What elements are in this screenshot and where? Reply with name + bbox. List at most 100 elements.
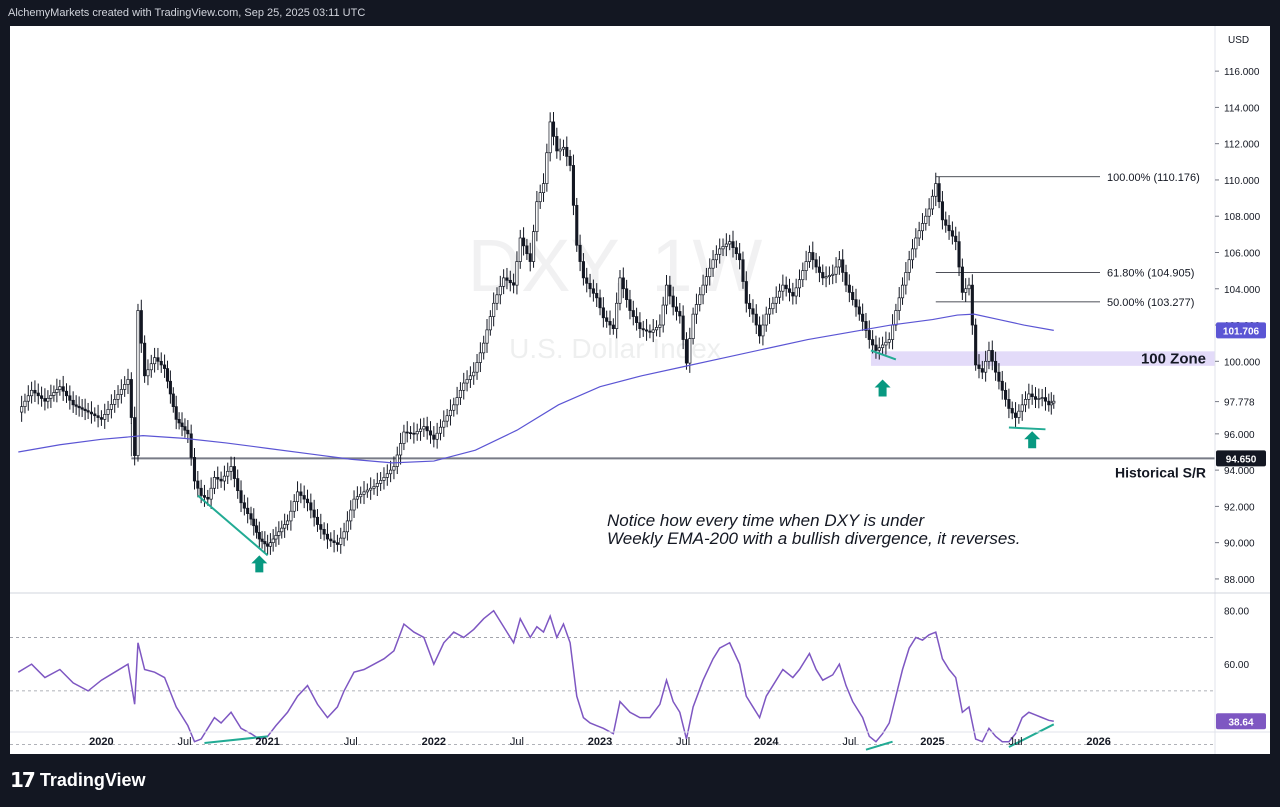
candle-body [1040, 397, 1044, 399]
price-chart[interactable]: DXY, 1W U.S. Dollar Index 100 Zone 100.0… [10, 26, 1270, 754]
candle-body [20, 406, 24, 413]
candle-body [774, 296, 778, 304]
candle-body [927, 208, 931, 217]
historical-sr-label: Historical S/R [1115, 464, 1206, 480]
candle-body [136, 310, 140, 456]
candle-body [93, 413, 97, 417]
price-tick-label: 112.000 [1224, 140, 1260, 151]
candle-body [738, 253, 742, 261]
time-tick-label: 2025 [920, 736, 944, 748]
candle-body [260, 538, 264, 542]
candle-body [202, 495, 207, 498]
candle-body [970, 284, 974, 326]
candle-body [482, 342, 486, 354]
candle-body [458, 389, 462, 398]
candle-body [312, 509, 316, 518]
tradingview-wordmark: TradingView [39, 769, 146, 790]
candle-body [994, 360, 998, 373]
chart-panel[interactable]: DXY, 1W U.S. Dollar Index 100 Zone 100.0… [10, 26, 1270, 754]
candle-body [119, 389, 123, 395]
price-tick-label: 100.000 [1224, 357, 1261, 368]
candle-body [80, 407, 84, 410]
candle-body [246, 507, 250, 514]
price-tick-label: 88.000 [1224, 575, 1255, 586]
candle-body [58, 386, 62, 390]
candle-body [177, 418, 181, 424]
candle-body [654, 327, 659, 331]
time-tick-label: Jul [177, 736, 191, 748]
annotation-line-1: Notice how every time when DXY is under [607, 511, 926, 530]
candle-body [821, 272, 825, 279]
candle-body [86, 410, 90, 413]
candle-body [731, 241, 735, 249]
candle-body [605, 317, 609, 322]
candle-body [824, 276, 828, 279]
price-label-badge [1216, 450, 1266, 467]
candle-body [964, 288, 968, 293]
candle-body [26, 395, 30, 402]
candle-body [947, 224, 951, 232]
candle-body [1007, 399, 1011, 409]
candle-body [748, 302, 752, 310]
candle-body [957, 241, 961, 268]
candle-body [263, 541, 267, 545]
time-tick-label: 2022 [422, 736, 446, 748]
candle-body [601, 307, 605, 319]
candle-body [708, 267, 712, 278]
candle-body [153, 357, 157, 365]
time-tick-label: 2021 [255, 736, 279, 748]
rsi-current-label: 38.64 [1228, 717, 1253, 728]
candle-body [684, 339, 689, 364]
candle-body [171, 393, 175, 407]
price-tick-label: 96.000 [1224, 430, 1255, 441]
candle-body [379, 480, 383, 484]
candle-body [309, 502, 313, 511]
candle-body [930, 195, 934, 210]
candle-body [678, 311, 682, 317]
candle-body [33, 389, 37, 394]
price-label-text: 94.650 [1226, 454, 1257, 465]
candle-body [751, 308, 755, 315]
candle-body [485, 329, 489, 344]
candle-body [49, 395, 53, 399]
candle-body [143, 342, 147, 377]
candle-body [432, 434, 436, 440]
candle-body [385, 473, 389, 478]
tradingview-logo[interactable]: 17 TradingView [10, 768, 146, 792]
fib-level-label: 50.00% (103.277) [1107, 297, 1194, 309]
candle-body [864, 321, 868, 331]
candle-body [402, 431, 406, 444]
candle-body [924, 215, 928, 224]
candle-body [349, 509, 353, 522]
candle-body [229, 466, 233, 472]
candle-body [96, 415, 100, 418]
candle-body [578, 244, 582, 262]
candle-body [186, 429, 190, 435]
candle-body [728, 241, 732, 245]
candle-body [694, 304, 698, 315]
candle-body [286, 520, 290, 525]
candle-body [671, 295, 675, 308]
candle-body [77, 405, 81, 409]
candle-body [861, 313, 865, 322]
time-tick-label: 2020 [89, 736, 113, 748]
candle-body [1052, 400, 1056, 404]
price-divergence-line [197, 494, 269, 557]
price-tick-label: 110.000 [1224, 176, 1260, 187]
candle-body [64, 390, 69, 397]
candle-body [987, 350, 991, 362]
candle-body [271, 538, 275, 544]
candle-body [129, 379, 133, 418]
candle-body [837, 259, 841, 268]
candle-body [465, 379, 469, 384]
candle-body [382, 477, 386, 481]
price-tick-label: 114.000 [1224, 103, 1260, 114]
candle-body [777, 290, 782, 298]
candle-body [668, 284, 672, 297]
candle-body [701, 284, 705, 296]
candle-body [422, 426, 426, 430]
candle-body [302, 495, 306, 500]
candle-body [598, 297, 602, 309]
price-tick-label: 116.000 [1224, 67, 1260, 78]
candle-body [475, 362, 479, 373]
